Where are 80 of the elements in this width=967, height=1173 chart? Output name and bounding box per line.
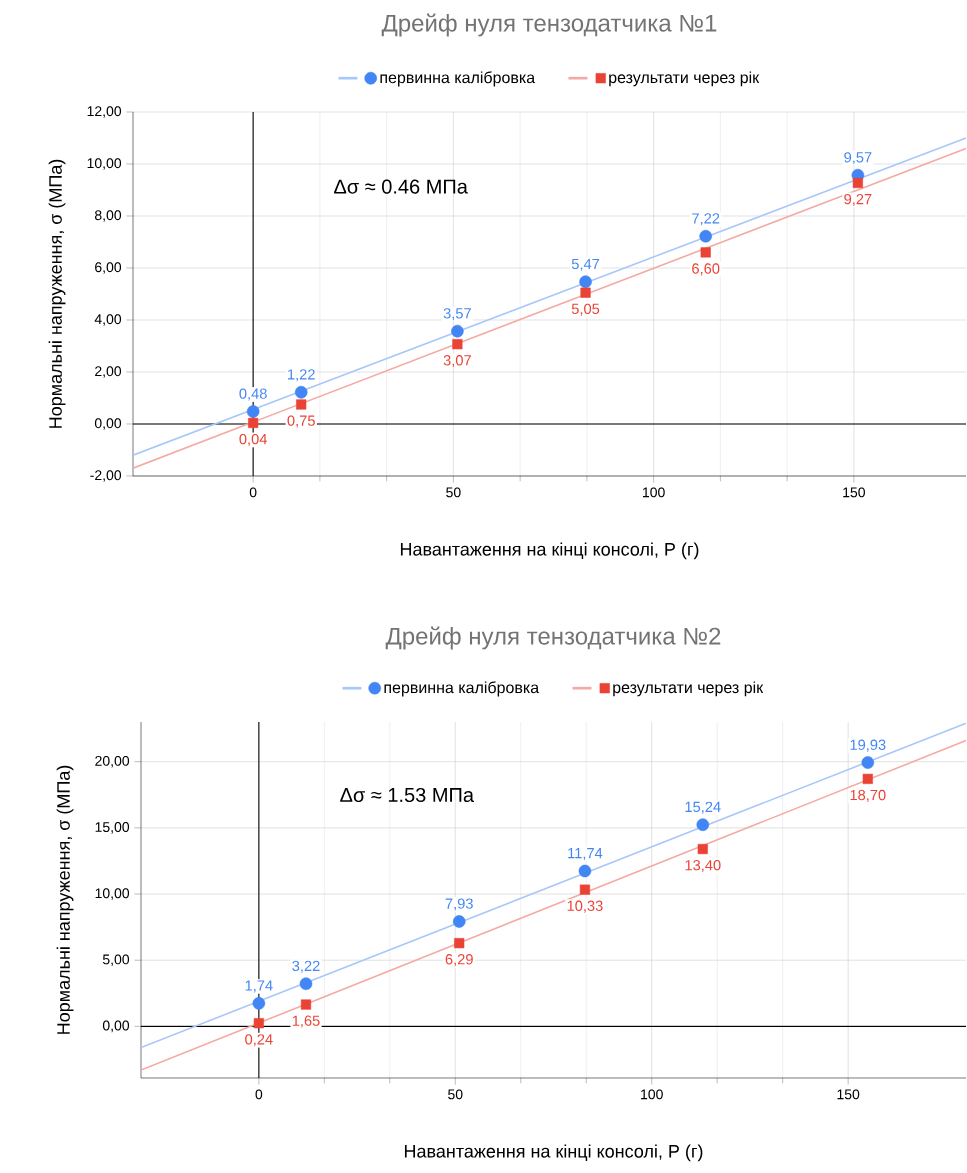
legend-label: первинна калібровка: [384, 681, 540, 697]
legend-label: результати через рік: [609, 71, 760, 87]
y-tick-label: 15,00: [95, 822, 130, 834]
x-tick-label: 100: [641, 1089, 664, 1100]
point: [454, 938, 465, 949]
point: [299, 977, 313, 991]
data-label: 15,24: [685, 801, 721, 814]
annotation: Δσ ≈ 1.53 МПа: [340, 787, 475, 803]
data-label: 1,74: [245, 980, 273, 993]
data-label: 7,22: [692, 213, 720, 226]
point: [295, 386, 308, 399]
point: [700, 247, 711, 258]
y-tick-label: 0,00: [103, 1020, 130, 1033]
data-label: 5,05: [572, 303, 600, 316]
data-label: 0,75: [287, 415, 316, 428]
data-label: 0,24: [245, 1034, 273, 1047]
data-label: 0,04: [239, 433, 268, 447]
data-label: 9,27: [844, 193, 872, 207]
point: [252, 997, 266, 1010]
data-label: 18,70: [850, 789, 886, 802]
point: [580, 287, 591, 298]
x-tick-label: 150: [837, 1089, 860, 1100]
point: [453, 915, 466, 928]
point: [301, 999, 312, 1010]
legend-label: результати через рік: [613, 681, 764, 697]
y-tick-label: 10,00: [95, 888, 130, 900]
y-axis-title: Нормальні напруження, σ (МПа): [56, 765, 74, 1034]
y-tick-label: 5,00: [103, 954, 130, 966]
point: [248, 417, 259, 429]
data-label: 3,57: [443, 308, 472, 321]
point: [696, 818, 710, 831]
point: [861, 756, 875, 769]
x-tick-label: 0: [250, 487, 257, 498]
chart-title: Дрейф нуля тензодатчика №2: [385, 626, 721, 650]
data-label: 9,57: [844, 152, 872, 165]
data-label: 13,40: [685, 859, 721, 873]
point: [579, 275, 593, 289]
point: [247, 405, 260, 418]
y-tick-label: 10,00: [87, 158, 122, 170]
data-label: 1,65: [293, 1015, 320, 1028]
y-tick-label: -2,00: [90, 470, 122, 482]
x-tick-label: 50: [448, 1089, 463, 1100]
data-label: 5,47: [572, 258, 600, 271]
legend-label: первинна калібровка: [380, 71, 536, 87]
data-label: 10,33: [567, 900, 603, 913]
y-tick-label: 8,00: [95, 210, 122, 222]
x-tick-label: 50: [446, 487, 461, 498]
point: [296, 399, 307, 410]
y-axis-title: Нормальні напруження, σ (МПа): [48, 159, 66, 428]
x-tick-label: 0: [255, 1089, 263, 1100]
y-tick-label: 2,00: [95, 366, 122, 378]
point: [697, 843, 709, 855]
point: [578, 864, 592, 878]
point: [451, 324, 464, 338]
data-label: 0,48: [239, 388, 267, 401]
y-tick-label: 6,00: [95, 262, 122, 274]
x-tick-label: 150: [843, 487, 866, 498]
data-label: 7,93: [445, 898, 474, 911]
data-label: 3,07: [443, 355, 472, 368]
data-label: 3,22: [292, 960, 320, 973]
x-axis-title: Навантаження на кінці консолі, P (г): [405, 1144, 703, 1162]
point: [853, 177, 864, 189]
data-label: 6,60: [692, 263, 720, 276]
data-label: 11,74: [568, 848, 603, 861]
data-label: 19,93: [850, 739, 886, 752]
data-label: 1,22: [288, 369, 315, 382]
chart-title: Дрейф нуля тензодатчика №1: [381, 13, 717, 37]
y-tick-label: 4,00: [94, 314, 122, 326]
y-tick-label: 0,00: [95, 418, 122, 430]
annotation: Δσ ≈ 0.46 МПа: [334, 179, 469, 194]
point: [862, 773, 874, 784]
y-tick-label: 12,00: [87, 106, 122, 118]
point: [452, 339, 463, 350]
x-axis-title: Навантаження на кінці консолі, P (г): [401, 542, 699, 560]
data-label: 6,29: [445, 954, 474, 967]
point: [699, 230, 713, 243]
y-tick-label: 20,00: [95, 755, 130, 768]
point: [580, 884, 591, 895]
x-tick-label: 100: [643, 487, 665, 498]
point: [254, 1018, 265, 1029]
